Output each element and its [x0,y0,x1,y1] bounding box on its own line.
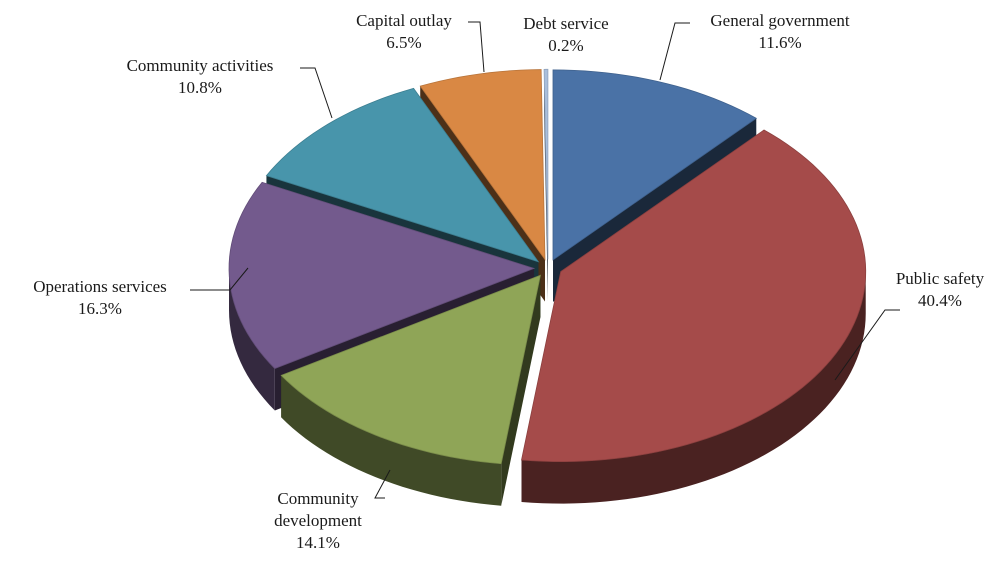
pie-tops [228,68,867,465]
slice-label-community-development: development [274,511,362,530]
slice-community-development [280,274,541,465]
leader-line-community-activities [300,67,333,119]
slice-percent-capital-outlay: 6.5% [386,33,421,52]
leader-line-general-government [659,22,690,81]
slice-label-general-government: General government [710,11,850,30]
slice-label-community-development: Community [277,489,359,508]
slice-label-community-activities: Community activities [127,56,274,75]
slice-community-activities [265,87,540,263]
slice-percent-general-government: 11.6% [758,33,801,52]
slice-label-capital-outlay: Capital outlay [356,11,452,30]
slice-percent-debt-service: 0.2% [548,36,583,55]
slice-operations-services [228,181,536,369]
leader-lines [190,21,900,499]
slice-general-government [552,69,758,261]
slice-debt-service [543,68,549,260]
leader-line-operations-services [190,267,249,291]
slice-percent-community-activities: 10.8% [178,78,222,97]
slice-percent-public-safety: 40.4% [918,291,962,310]
slice-label-public-safety: Public safety [896,269,985,288]
leader-line-capital-outlay [468,21,485,73]
slice-percent-operations-services: 16.3% [78,299,122,318]
slice-percent-community-development: 14.1% [296,533,340,552]
slice-label-debt-service: Debt service [523,14,608,33]
slice-public-safety [521,129,867,463]
slice-label-operations-services: Operations services [33,277,167,296]
slice-capital-outlay [419,69,546,261]
slice-labels: General government 11.6% Public safety 40.4… [33,11,984,552]
leader-line-public-safety [834,309,900,381]
leader-line-community-development [374,469,391,499]
